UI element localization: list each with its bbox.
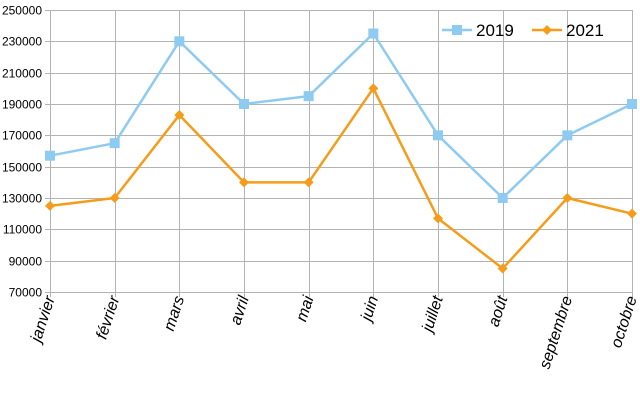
y-tick-label: 110000 [3,223,42,237]
marker-diamond [109,193,120,203]
marker-diamond [497,263,508,274]
marker-square [239,99,249,109]
marker-square [627,99,637,109]
legend: 2019 2021 [442,21,604,40]
y-tick-label: 170000 [2,129,42,143]
y-tick-label: 190000 [2,98,42,112]
marker-diamond [627,208,637,219]
y-tick-label: 210000 [2,67,42,81]
marker-square [174,36,185,47]
y-axis-tick-labels: 70000 90000 110000 130000 150000 170000 190000… [2,4,42,300]
y-tick-label: 150000 [2,161,42,175]
series-line-2019 [49,32,633,200]
y-tick-label: 90000 [9,255,43,269]
marker-diamond [433,213,443,224]
legend-label-2019: 2019 [476,21,514,40]
marker-square [45,150,55,161]
y-tick-label: 130000 [2,192,42,206]
series-line-2021 [49,87,633,270]
marker-square [497,193,508,203]
marker-square [303,91,314,102]
y-tick-label: 70000 [9,286,43,300]
marker-diamond [45,200,55,211]
marker-diamond [562,193,573,203]
marker-square [562,130,573,141]
marker-diamond [303,177,314,188]
marker-square [433,130,443,141]
marker-square [109,138,120,149]
marker-diamond [239,177,249,188]
y-tick-label: 230000 [2,35,42,49]
marker-diamond [174,109,185,120]
marker-square [368,28,379,39]
marker-square [452,25,462,35]
marker-diamond [368,83,379,94]
legend-label-2021: 2021 [566,21,604,40]
marker-diamond [542,25,552,35]
series-group [45,28,637,274]
y-tick-label: 250000 [2,4,42,18]
